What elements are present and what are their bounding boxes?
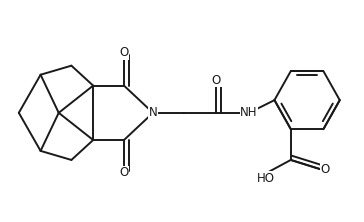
Text: O: O: [321, 163, 330, 176]
Text: O: O: [119, 46, 128, 59]
Text: N: N: [149, 106, 157, 119]
Text: O: O: [119, 166, 128, 179]
Text: NH: NH: [240, 106, 258, 119]
Text: O: O: [212, 74, 221, 87]
Text: HO: HO: [256, 172, 274, 184]
